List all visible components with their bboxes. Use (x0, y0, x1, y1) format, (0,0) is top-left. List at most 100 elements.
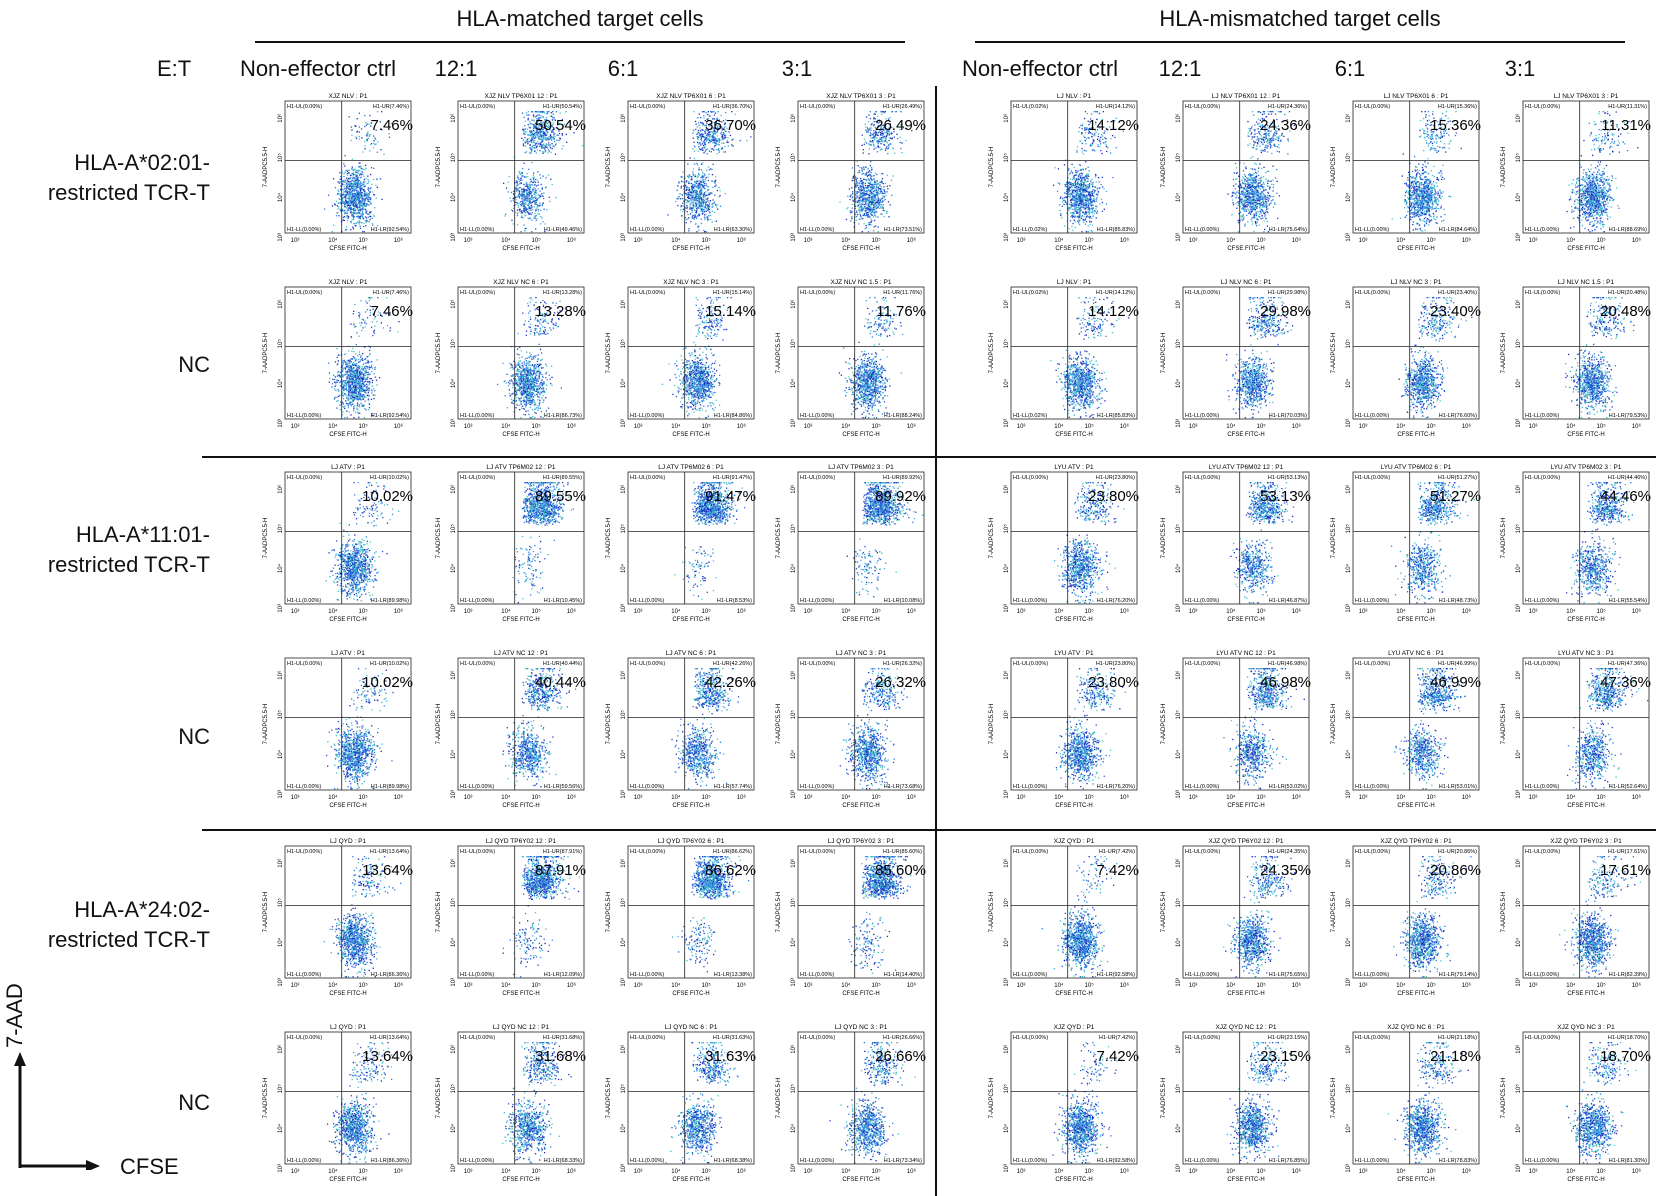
event-dot (889, 132, 891, 134)
event-dot (899, 136, 901, 138)
event-dot (350, 201, 352, 204)
event-dot (550, 125, 552, 127)
event-dot (355, 181, 357, 184)
event-dot (353, 209, 355, 212)
event-dot (340, 198, 342, 201)
event-dot (878, 119, 880, 121)
event-dot (716, 138, 718, 140)
event-dot (866, 131, 868, 133)
event-dot (1094, 201, 1096, 203)
event-dot (701, 205, 703, 207)
event-dot (541, 140, 543, 143)
event-dot (1076, 174, 1078, 176)
event-dot (869, 174, 871, 176)
event-dot (861, 205, 863, 208)
event-dot (369, 150, 371, 152)
quadrant-label-ll: H1-LL(0.02%) (1013, 227, 1047, 233)
event-dot (879, 198, 881, 200)
event-dot (697, 137, 699, 139)
event-dot (335, 200, 338, 202)
event-dot (348, 207, 350, 209)
event-dot (868, 216, 870, 218)
event-dot (356, 186, 358, 188)
event-dot (1080, 199, 1082, 202)
event-dot (383, 125, 385, 127)
event-dot (882, 206, 884, 208)
event-dot (873, 197, 875, 199)
event-dot (361, 188, 363, 190)
event-dot (1089, 183, 1091, 185)
event-dot (714, 112, 717, 114)
event-dot (535, 137, 537, 139)
event-dot (1067, 183, 1070, 185)
event-dot (373, 140, 375, 142)
event-dot (708, 131, 710, 133)
event-dot (872, 198, 874, 201)
event-dot (1073, 219, 1075, 221)
event-dot (686, 207, 689, 209)
event-dot (693, 176, 696, 178)
event-dot (527, 134, 529, 136)
event-dot (524, 195, 526, 197)
event-dot (527, 192, 530, 194)
event-dot (881, 191, 883, 193)
event-dot (1086, 211, 1088, 213)
event-dot (545, 134, 548, 136)
event-dot (1071, 196, 1074, 198)
event-dot (875, 188, 877, 190)
event-dot (859, 199, 861, 201)
event-dot (686, 186, 688, 188)
event-dot (1084, 195, 1087, 197)
event-dot (715, 206, 718, 208)
event-dot (371, 191, 374, 193)
event-dot (874, 118, 877, 120)
event-dot (697, 180, 699, 182)
event-dot (1269, 138, 1271, 140)
event-dot (1068, 188, 1070, 190)
event-dot (680, 206, 682, 208)
event-dot (537, 136, 539, 138)
event-dot (525, 185, 527, 187)
y-tick-label: 10⁴ (277, 192, 284, 202)
event-dot (855, 210, 858, 212)
event-dot (698, 198, 700, 200)
event-dot (351, 198, 353, 200)
event-dot (1079, 198, 1081, 200)
event-dot (1103, 188, 1105, 190)
event-dot (551, 183, 553, 186)
event-dot (872, 190, 874, 193)
event-dot (539, 111, 541, 113)
event-dot (364, 192, 366, 194)
event-dot (880, 207, 882, 209)
event-dot (359, 183, 361, 186)
event-dot (561, 119, 563, 121)
event-dot (710, 111, 712, 113)
event-dot (521, 203, 523, 206)
event-dot (529, 144, 531, 146)
event-dot (342, 201, 344, 203)
event-dot (369, 191, 371, 193)
event-dot (1076, 171, 1078, 173)
event-dot (704, 130, 706, 133)
event-dot (692, 200, 694, 203)
event-dot (698, 198, 701, 200)
event-dot (547, 137, 549, 139)
event-dot (342, 189, 344, 191)
event-dot (699, 142, 701, 144)
event-dot (1074, 179, 1076, 181)
event-dot (1273, 137, 1275, 140)
event-dot (1078, 174, 1080, 176)
event-dot (708, 204, 710, 206)
event-dot (1072, 211, 1074, 214)
event-dot (351, 187, 353, 189)
event-dot (1086, 203, 1089, 206)
event-dot (1082, 211, 1084, 213)
event-dot (536, 146, 538, 148)
event-dot (881, 128, 883, 130)
event-dot (729, 123, 731, 125)
event-dot (375, 129, 377, 131)
event-dot (1088, 215, 1090, 217)
event-dot (348, 187, 351, 190)
event-dot (878, 204, 880, 206)
event-dot (531, 150, 533, 152)
